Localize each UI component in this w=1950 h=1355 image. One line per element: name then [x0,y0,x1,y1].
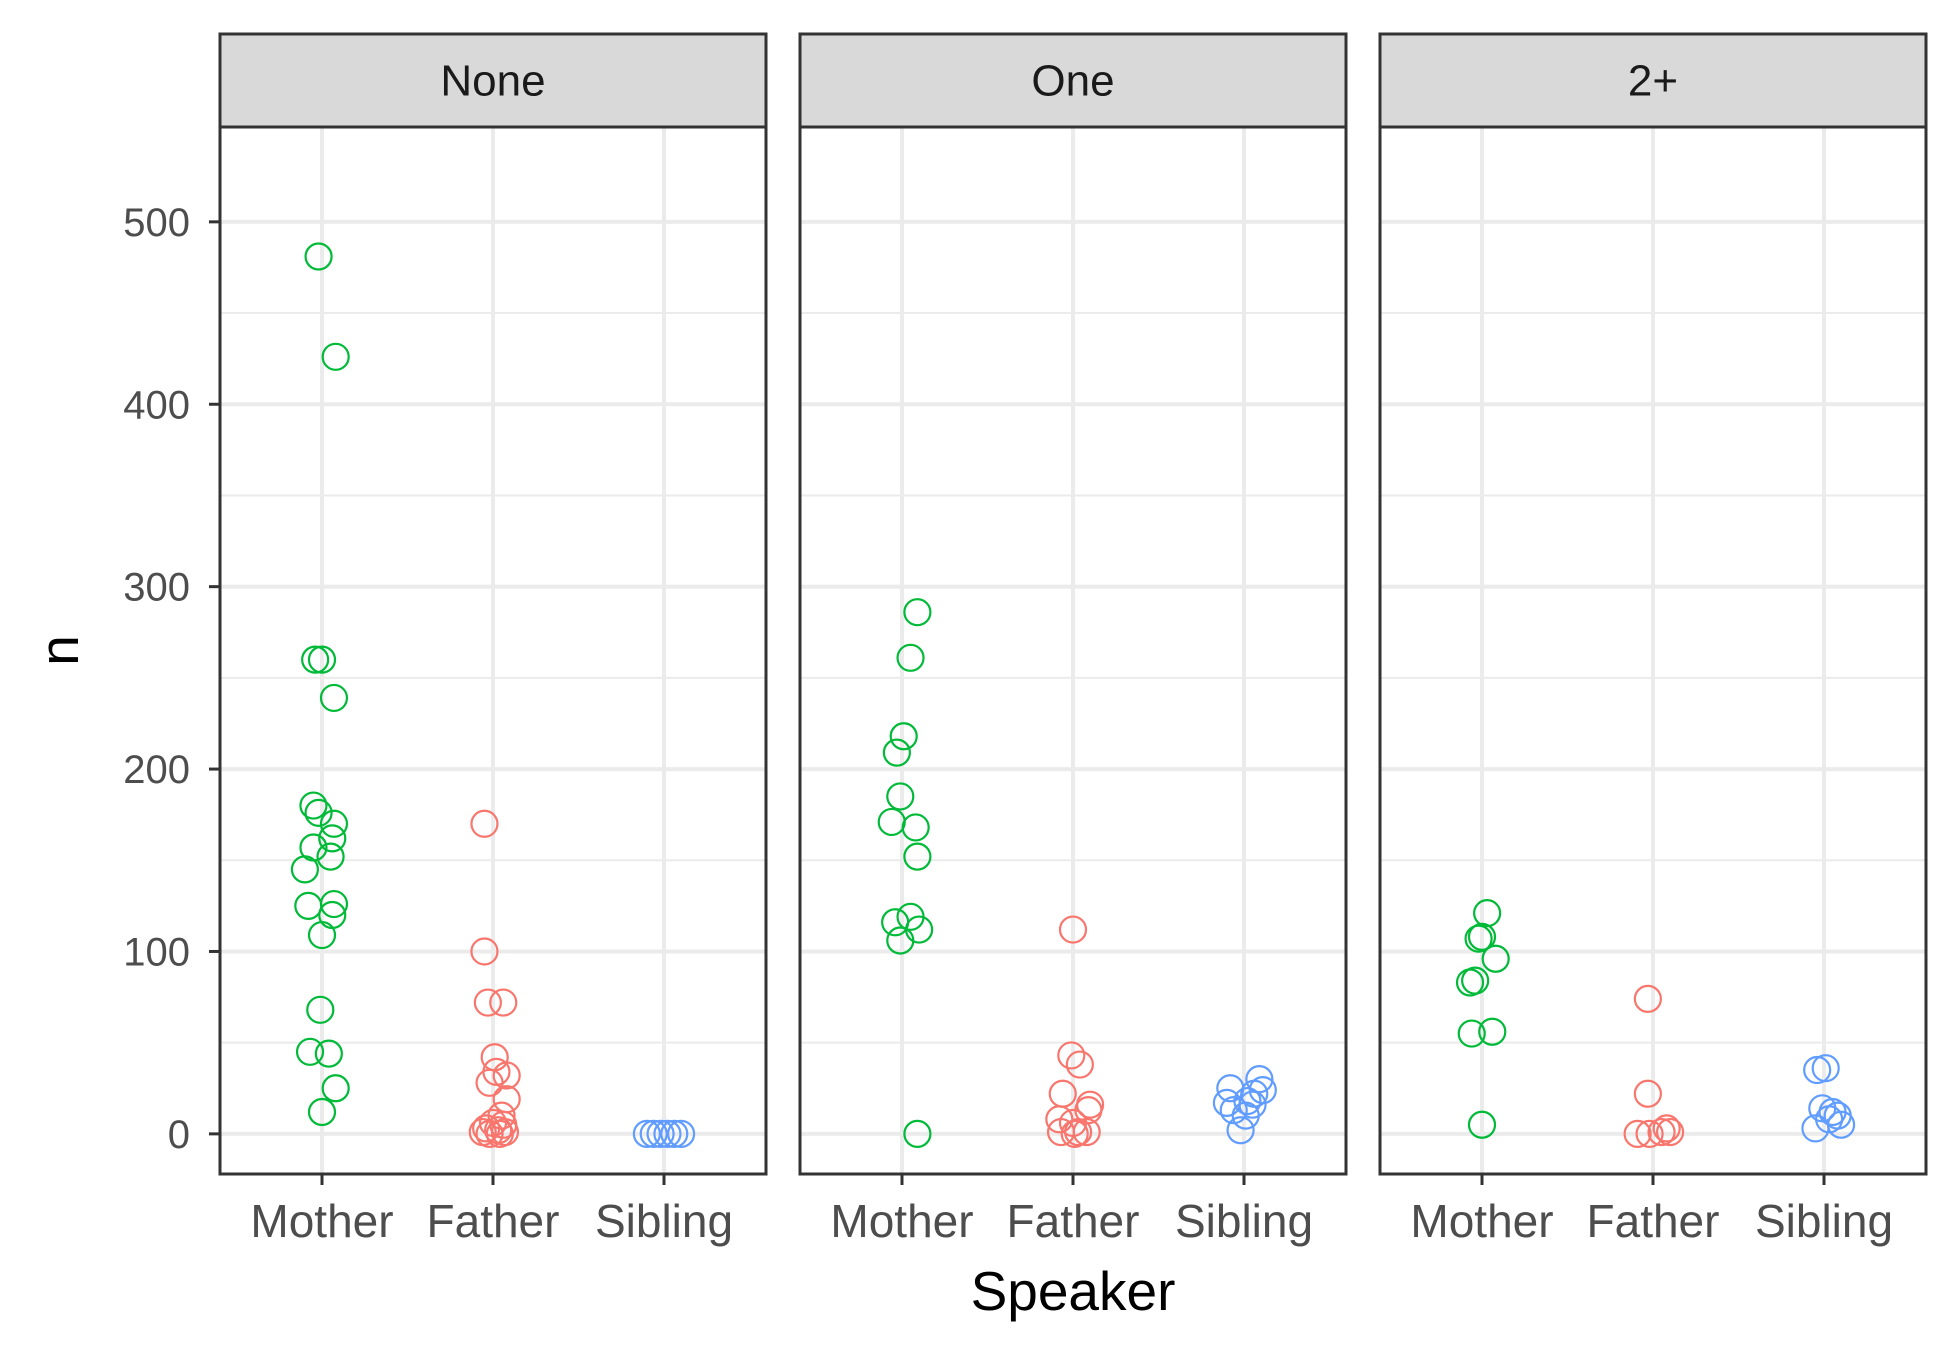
data-point-sibling [639,1119,668,1148]
data-point-mother [307,1097,337,1127]
y-tick-label: 200 [123,748,190,792]
data-point-mother [294,891,323,920]
data-point-mother [304,242,333,271]
data-point-mother [290,855,319,884]
data-point-father [1058,915,1088,944]
data-point-mother [321,1074,350,1103]
data-point-mother [882,738,911,767]
data-point-sibling [660,1119,689,1148]
data-point-sibling [1811,1054,1840,1083]
x-tick-label: Father [1007,1195,1140,1247]
data-point-mother [319,683,349,713]
data-point-mother [299,791,328,820]
y-tick-label: 500 [123,201,190,245]
data-point-father [1623,1119,1652,1148]
data-point-father [1064,1117,1093,1147]
data-point-sibling [1233,1086,1262,1116]
data-point-mother [903,598,932,627]
data-point-mother [886,926,915,955]
data-point-father [1060,1119,1089,1148]
data-point-mother [307,645,337,674]
facet-strip [218,32,768,129]
data-point-sibling [632,1119,662,1148]
data-point-sibling [666,1119,696,1148]
facet-strip-label: None [440,57,545,106]
data-point-mother [319,809,349,838]
data-point-sibling [646,1119,675,1148]
data-point-sibling [1245,1065,1274,1094]
y-tick-label: 0 [168,1113,190,1157]
data-point-father [475,1119,504,1148]
data-point-father [1635,1119,1664,1148]
data-point-father [472,1114,501,1143]
data-point-mother [306,995,335,1024]
data-point-mother [318,824,347,853]
data-point-sibling [1226,1116,1255,1145]
data-point-mother [886,782,915,811]
x-tick-label: Mother [1410,1195,1553,1247]
x-tick-label: Sibling [1175,1195,1313,1247]
data-point-mother [301,645,330,674]
data-point-mother [903,1119,932,1148]
data-point-mother [889,722,918,751]
data-point-mother [1481,944,1510,973]
x-tick-label: Father [1587,1195,1720,1247]
data-point-mother [304,798,333,827]
data-point-mother [901,813,930,842]
data-point-mother [316,842,345,871]
data-point-father [1652,1114,1681,1143]
data-point-father [1633,984,1662,1013]
data-point-mother [903,842,932,871]
data-point-mother [1461,966,1490,995]
y-tick-label: 400 [123,383,190,427]
y-tick-label: 100 [123,930,190,974]
data-point-mother [1457,1019,1486,1048]
data-point-sibling [1219,1096,1248,1125]
x-tick-label: Sibling [595,1195,733,1247]
data-point-mother [321,342,350,371]
facet-strip [1378,32,1928,129]
data-point-father [473,988,502,1017]
data-point-father [470,937,499,966]
y-axis-title: n [28,635,90,666]
data-point-mother [896,643,925,672]
data-point-sibling [1815,1105,1844,1134]
data-point-father [475,1068,504,1097]
data-point-father [1655,1117,1685,1147]
data-point-father [485,1119,514,1148]
data-point-father [1633,1079,1662,1108]
facet-strip [798,32,1348,129]
data-point-mother [307,920,337,950]
data-point-sibling [1231,1101,1260,1130]
data-point-father [1065,1050,1094,1079]
data-point-father [489,988,518,1017]
data-point-father [1072,1117,1101,1147]
facet-strip-label: 2+ [1628,57,1678,106]
y-tick-label: 300 [123,566,190,610]
x-tick-label: Mother [250,1195,393,1247]
data-point-father [1647,1117,1676,1147]
data-point-father [492,1085,521,1114]
data-point-mother [881,908,910,937]
data-point-sibling [1801,1114,1830,1143]
x-tick-label: Sibling [1755,1195,1893,1247]
data-point-mother [1467,1110,1497,1139]
x-tick-label: Mother [830,1195,973,1247]
data-point-mother [295,1037,325,1066]
data-point-father [1057,1041,1086,1070]
data-point-mother [1478,1017,1507,1046]
facet-strip-label: One [1031,57,1114,106]
x-tick-label: Father [427,1195,560,1247]
x-axis-title: Speaker [971,1260,1176,1322]
data-point-father [470,809,499,838]
data-point-mother [314,1039,343,1068]
data-point-mother [1464,924,1493,953]
data-point-father [492,1061,521,1090]
data-point-mother [1473,899,1502,928]
data-point-sibling [653,1119,682,1148]
data-point-sibling [1212,1088,1242,1117]
data-point-mother [1467,922,1497,951]
